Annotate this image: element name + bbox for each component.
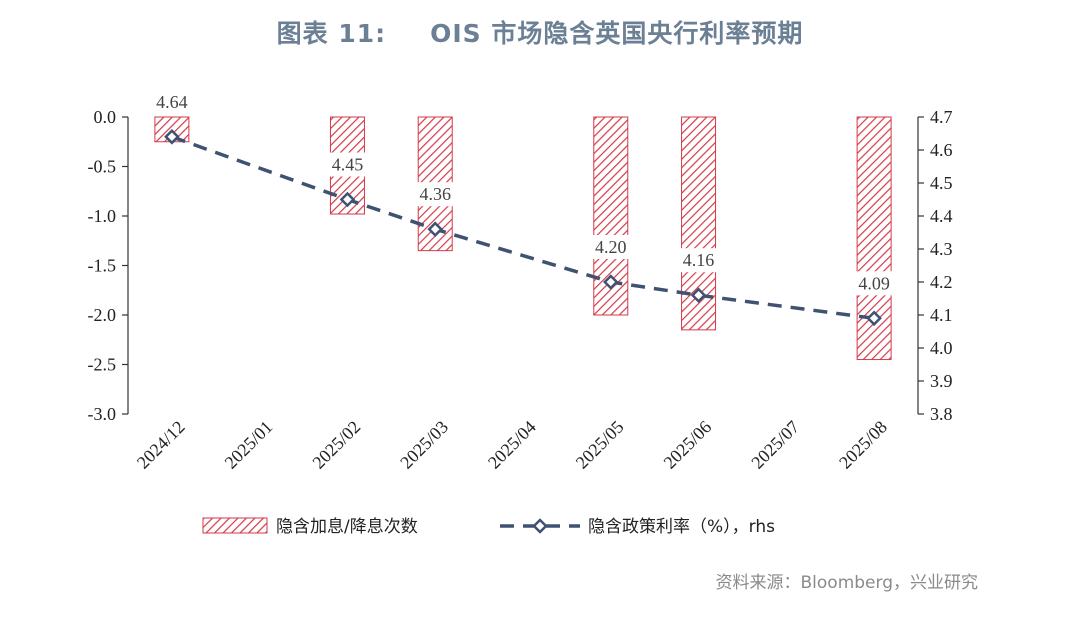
left-tick-label: -1.5 <box>88 256 117 276</box>
x-tick-label: 2025/02 <box>308 417 364 473</box>
data-label: 4.36 <box>419 184 451 204</box>
chart-title-text: OIS 市场隐含英国央行利率预期 <box>430 19 804 48</box>
data-label-bg <box>414 182 457 207</box>
data-label: 4.64 <box>156 92 188 112</box>
data-label-bg <box>677 248 720 273</box>
x-tick-label: 2025/06 <box>660 417 716 473</box>
legend-line-marker <box>532 518 548 534</box>
x-tick-label: 2025/01 <box>221 417 277 473</box>
legend-bar-label: 隐含加息/降息次数 <box>276 517 418 537</box>
legend-bar-swatch <box>202 517 268 534</box>
left-tick-label: 0.0 <box>94 107 117 127</box>
data-label-bg <box>150 89 193 114</box>
data-label-bg <box>326 152 369 177</box>
right-tick-label: 4.3 <box>930 239 953 259</box>
x-tick-label: 2024/12 <box>133 417 189 473</box>
data-label-bg <box>589 235 632 259</box>
left-tick-label: -0.5 <box>88 157 117 177</box>
legend-line-label: 隐含政策利率（%），rhs <box>588 517 775 537</box>
x-tick-label: 2025/05 <box>572 417 628 473</box>
right-tick-label: 4.2 <box>930 272 953 292</box>
right-tick-label: 4.0 <box>930 338 953 358</box>
right-tick-label: 4.5 <box>930 173 953 193</box>
left-tick-label: -2.0 <box>88 305 117 325</box>
left-tick-label: -2.5 <box>88 355 117 375</box>
data-label: 4.09 <box>858 273 890 293</box>
chart-title-prefix: 图表 11: <box>276 19 387 48</box>
policy-rate-point <box>164 129 180 145</box>
data-label: 4.45 <box>332 155 364 175</box>
policy-rate-point <box>603 274 619 290</box>
right-tick-label: 3.8 <box>930 404 953 424</box>
data-label-bg <box>853 271 896 296</box>
policy-rate-point <box>339 191 356 208</box>
x-tick-label: 2025/04 <box>484 417 540 473</box>
policy-rate-point <box>427 221 443 237</box>
x-tick-label: 2025/07 <box>747 417 803 473</box>
policy-rate-point <box>690 287 707 303</box>
x-tick-label: 2025/08 <box>835 417 891 473</box>
right-tick-label: 4.7 <box>930 107 953 127</box>
right-tick-label: 3.9 <box>930 371 953 391</box>
left-tick-label: -3.0 <box>88 404 117 424</box>
data-label: 4.20 <box>595 237 627 257</box>
x-tick-label: 2025/03 <box>396 417 452 473</box>
chart-title: 图表 11: OIS 市场隐含英国央行利率预期 <box>0 14 1080 50</box>
policy-rate-line <box>171 135 875 321</box>
left-tick-label: -1.0 <box>88 206 117 226</box>
policy-rate-point <box>866 310 882 327</box>
right-tick-label: 4.1 <box>930 305 953 325</box>
right-tick-label: 4.6 <box>930 140 953 160</box>
right-tick-label: 4.4 <box>930 206 953 226</box>
data-label: 4.16 <box>683 250 715 270</box>
source-note: 资料来源：Bloomberg，兴业研究 <box>715 573 978 593</box>
